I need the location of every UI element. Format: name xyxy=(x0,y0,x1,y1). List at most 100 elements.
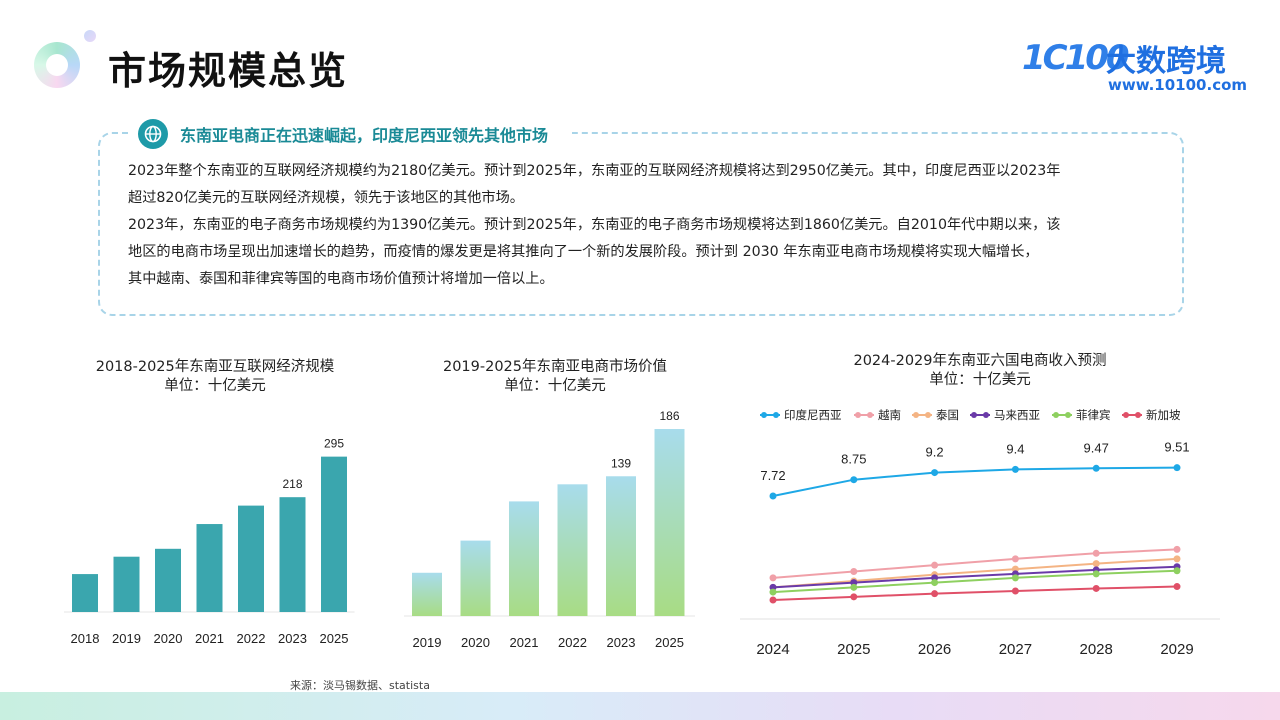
chart2-bar xyxy=(509,501,539,616)
logo-ring-icon xyxy=(34,42,80,88)
chart1-x-tick-label: 2021 xyxy=(195,631,224,646)
brand-name: 大数跨境 xyxy=(1106,44,1226,79)
chart3-point xyxy=(1011,555,1019,563)
chart3-point xyxy=(850,476,858,484)
chart1-bar xyxy=(238,505,264,612)
chart2-x-tick-label: 2020 xyxy=(461,635,490,650)
chart3-subtitle: 单位：十亿美元 xyxy=(929,372,1031,388)
chart1-bar xyxy=(196,524,223,612)
chart3-point xyxy=(1092,584,1100,592)
chart3-point xyxy=(931,579,939,587)
summary-header: 东南亚电商正在迅速崛起，印度尼西亚领先其他市场 xyxy=(130,114,573,154)
chart3-point xyxy=(1092,549,1100,557)
chart3-title: 2024-2029年东南亚六国电商收入预测 xyxy=(853,353,1107,369)
chart3-legend-item: 马来西亚 xyxy=(970,409,1040,422)
chart3-point xyxy=(1173,583,1181,591)
chart3-point xyxy=(1011,465,1019,473)
summary-line: 超过820亿美元的互联网经济规模，领先于该地区的其他市场。 xyxy=(128,190,524,206)
chart2-data-label: 139 xyxy=(611,456,631,470)
chart3-legend-label: 新加坡 xyxy=(1146,408,1181,422)
chart2-x-tick-label: 2025 xyxy=(655,635,684,650)
chart1-bar xyxy=(113,556,140,612)
chart1-bar-chart: 2018 2019 2020 2021 2022 2023 218 2025 295 xyxy=(64,437,355,646)
chart1-subtitle: 单位：十亿美元 xyxy=(164,378,266,394)
chart3-point xyxy=(1092,464,1100,472)
chart3-point xyxy=(1173,545,1181,553)
chart1-x-tick-label: 2019 xyxy=(112,631,141,646)
chart2-title-block: 2019-2025年东南亚电商市场价值 单位：十亿美元 xyxy=(380,358,730,396)
chart3-x-tick-label: 2025 xyxy=(837,641,870,658)
chart2-bar xyxy=(606,476,636,616)
chart3-legend-item: 菲律宾 xyxy=(1052,408,1111,422)
summary-text: 2023年整个东南亚的互联网经济规模约为2180亿美元。预计到2025年，东南亚… xyxy=(128,158,1160,293)
globe-icon xyxy=(138,119,168,149)
chart3-title-block: 2024-2029年东南亚六国电商收入预测 单位：十亿美元 xyxy=(770,352,1190,390)
chart3-series-line xyxy=(772,466,1178,497)
chart3-x-tick-label: 2029 xyxy=(1160,641,1193,658)
chart3-legend-item: 越南 xyxy=(854,408,901,422)
chart1-data-label: 295 xyxy=(324,437,344,451)
brand-logo: 1C100 大数跨境 www.10100.com xyxy=(1022,34,1252,98)
chart2-x-tick-label: 2022 xyxy=(558,635,587,650)
chart1-data-label: 218 xyxy=(282,477,302,491)
chart3-data-label: 9.4 xyxy=(1006,441,1024,456)
chart3-point xyxy=(1092,570,1100,578)
chart3-point xyxy=(1011,574,1019,582)
chart3-point xyxy=(850,568,858,576)
summary-line: 地区的电商市场呈现出加速增长的趋势，而疫情的爆发更是将其推向了一个新的发展阶段。… xyxy=(128,244,1039,260)
chart2-data-label: 186 xyxy=(659,409,679,423)
chart3-point xyxy=(1092,560,1100,568)
chart3-point xyxy=(769,596,777,604)
chart3-point xyxy=(850,593,858,601)
chart3-legend-item: 新加坡 xyxy=(1122,408,1181,422)
chart3-series-line xyxy=(772,557,1178,589)
chart3-data-label: 9.2 xyxy=(926,445,944,460)
chart3-point xyxy=(1173,567,1181,575)
logo-dot-icon xyxy=(84,30,96,42)
chart1-bar xyxy=(279,497,306,612)
chart1-x-tick-label: 2020 xyxy=(154,631,183,646)
source-note: 来源：淡马锡数据、statista xyxy=(290,679,430,692)
chart1-x-tick-label: 2022 xyxy=(237,631,266,646)
chart2-x-tick-label: 2021 xyxy=(510,635,539,650)
summary-heading: 东南亚电商正在迅速崛起，印度尼西亚领先其他市场 xyxy=(180,126,549,145)
chart3-data-label: 7.72 xyxy=(760,468,785,483)
chart2-x-tick-label: 2019 xyxy=(413,635,442,650)
chart2-bar xyxy=(460,540,491,616)
chart3-data-label: 9.47 xyxy=(1084,440,1109,455)
brand-mark: 1C100 xyxy=(1022,38,1130,78)
chart3-point xyxy=(769,588,777,596)
summary-line: 2023年整个东南亚的互联网经济规模约为2180亿美元。预计到2025年，东南亚… xyxy=(128,163,1061,179)
chart1-title: 2018-2025年东南亚互联网经济规模 xyxy=(95,359,335,375)
chart3-x-tick-label: 2028 xyxy=(1080,641,1113,658)
chart3-point xyxy=(931,590,939,598)
chart1-bar xyxy=(155,548,181,612)
chart1-bar xyxy=(321,456,347,612)
chart3-point xyxy=(850,583,858,591)
bottom-decoration xyxy=(0,692,1280,720)
chart3-data-label: 9.51 xyxy=(1164,440,1189,455)
chart1-x-tick-label: 2023 xyxy=(278,631,307,646)
brand-url: www.10100.com xyxy=(1108,76,1248,94)
summary-line: 2023年，东南亚的电子商务市场规模约为1390亿美元。预计到2025年，东南亚… xyxy=(128,217,1061,233)
chart3-legend-label: 越南 xyxy=(878,408,901,422)
chart3-point xyxy=(1173,555,1181,563)
chart3-point xyxy=(769,574,777,582)
chart3-line-chart: 印度尼西亚 越南 泰国 马来西亚 菲律宾 新加坡 7.72 8.75 9.2 9.4 9.47 9.5… xyxy=(740,408,1220,658)
chart1-x-tick-label: 2025 xyxy=(320,631,349,646)
chart2-bar xyxy=(654,429,685,616)
chart1-x-tick-label: 2018 xyxy=(71,631,100,646)
chart3-legend-label: 菲律宾 xyxy=(1076,408,1111,422)
summary-line: 其中越南、泰国和菲律宾等国的电商市场价值预计将增加一倍以上。 xyxy=(128,271,554,287)
chart2-bar xyxy=(412,572,442,616)
chart2-bar xyxy=(557,484,588,616)
chart3-point xyxy=(769,492,777,500)
chart3-legend-label: 马来西亚 xyxy=(994,409,1040,422)
page-title: 市场规模总览 xyxy=(108,49,349,93)
chart1-title-block: 2018-2025年东南亚互联网经济规模 单位：十亿美元 xyxy=(40,358,390,396)
chart3-series-line xyxy=(772,585,1178,601)
chart3-point xyxy=(931,561,939,569)
summary-box xyxy=(98,132,1184,316)
chart3-point xyxy=(931,469,939,477)
chart3-series-line xyxy=(772,569,1178,594)
